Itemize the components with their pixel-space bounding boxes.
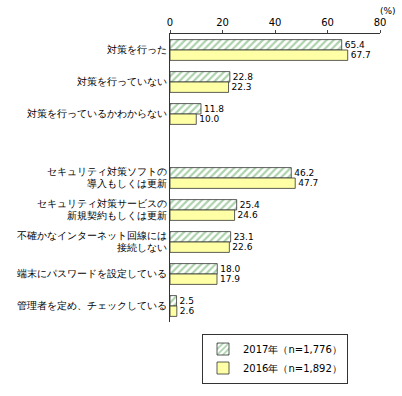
- svg-text:2.5: 2.5: [180, 296, 194, 306]
- svg-text:65.4: 65.4: [345, 40, 365, 50]
- svg-text:対策を行っていない: 対策を行っていない: [77, 76, 167, 87]
- svg-text:不確かなインターネット回線には接続しない: 不確かなインターネット回線には接続しない: [17, 230, 167, 253]
- svg-text:60: 60: [321, 17, 334, 28]
- svg-text:10.0: 10.0: [199, 114, 219, 124]
- svg-text:40: 40: [269, 17, 282, 28]
- svg-text:18.0: 18.0: [220, 264, 240, 274]
- svg-text:47.7: 47.7: [298, 178, 318, 188]
- svg-text:セキュリティ対策ソフトの導入もしくは更新: セキュリティ対策ソフトの導入もしくは更新: [47, 166, 167, 189]
- svg-text:22.3: 22.3: [232, 82, 252, 92]
- svg-text:80: 80: [374, 17, 387, 28]
- svg-text:対策を行った: 対策を行った: [107, 44, 167, 55]
- svg-text:セキュリティ対策サービスの新規契約もしくは更新: セキュリティ対策サービスの新規契約もしくは更新: [37, 198, 167, 221]
- svg-text:25.4: 25.4: [240, 200, 260, 210]
- svg-text:11.8: 11.8: [204, 104, 224, 114]
- svg-text:24.6: 24.6: [238, 210, 258, 220]
- svg-text:22.8: 22.8: [233, 72, 253, 82]
- svg-text:(%): (%): [380, 6, 396, 16]
- svg-text:2017年（n=1,776）: 2017年（n=1,776）: [243, 344, 342, 355]
- svg-text:2.6: 2.6: [180, 306, 195, 316]
- svg-text:管理者を定め、チェックしている: 管理者を定め、チェックしている: [17, 300, 167, 311]
- svg-text:67.7: 67.7: [351, 50, 371, 60]
- svg-text:22.6: 22.6: [232, 242, 252, 252]
- svg-text:46.2: 46.2: [294, 168, 314, 178]
- svg-text:23.1: 23.1: [234, 232, 254, 242]
- svg-text:対策を行っているかわからない: 対策を行っているかわからない: [27, 108, 167, 119]
- svg-text:2016年（n=1,892）: 2016年（n=1,892）: [243, 363, 342, 374]
- svg-text:20: 20: [216, 17, 229, 28]
- svg-text:17.9: 17.9: [220, 274, 240, 284]
- svg-text:0: 0: [167, 17, 173, 28]
- svg-text:端末にパスワードを設定している: 端末にパスワードを設定している: [17, 268, 167, 279]
